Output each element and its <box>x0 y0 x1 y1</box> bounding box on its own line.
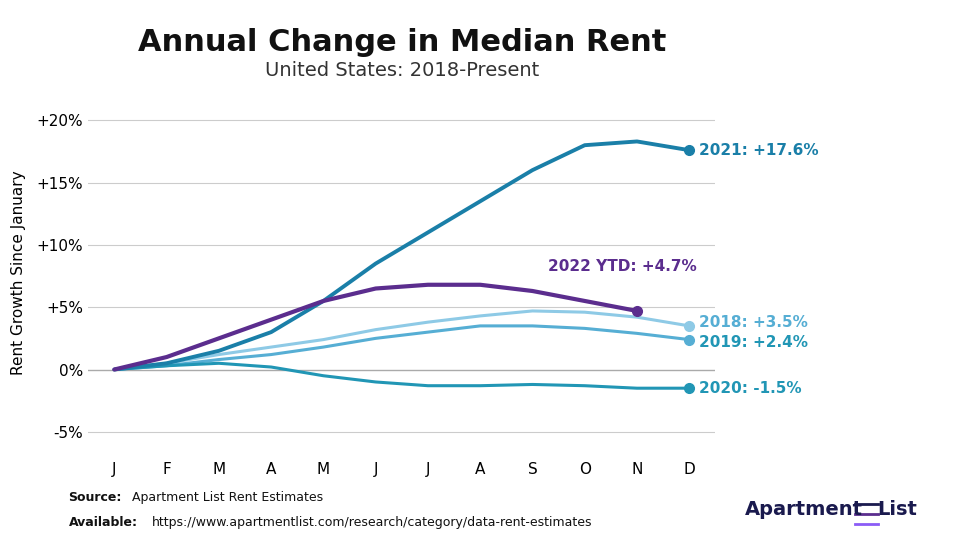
Text: https://www.apartmentlist.com/research/category/data-rent-estimates: https://www.apartmentlist.com/research/c… <box>152 516 592 529</box>
Text: 2018: +3.5%: 2018: +3.5% <box>699 315 808 330</box>
Text: Annual Change in Median Rent: Annual Change in Median Rent <box>137 28 666 57</box>
Text: Apartment: Apartment <box>745 500 862 519</box>
Text: Apartment List Rent Estimates: Apartment List Rent Estimates <box>132 491 323 504</box>
Text: 2019: +2.4%: 2019: +2.4% <box>699 335 808 350</box>
Text: Source:: Source: <box>69 491 122 504</box>
Text: 2021: +17.6%: 2021: +17.6% <box>699 143 818 158</box>
Text: 2022 YTD: +4.7%: 2022 YTD: +4.7% <box>548 258 697 273</box>
Text: United States: 2018-Present: United States: 2018-Present <box>265 61 539 80</box>
Text: 2020: -1.5%: 2020: -1.5% <box>699 380 802 395</box>
Y-axis label: Rent Growth Since January: Rent Growth Since January <box>11 170 25 375</box>
Text: Available:: Available: <box>69 516 137 529</box>
Text: List: List <box>877 500 917 519</box>
